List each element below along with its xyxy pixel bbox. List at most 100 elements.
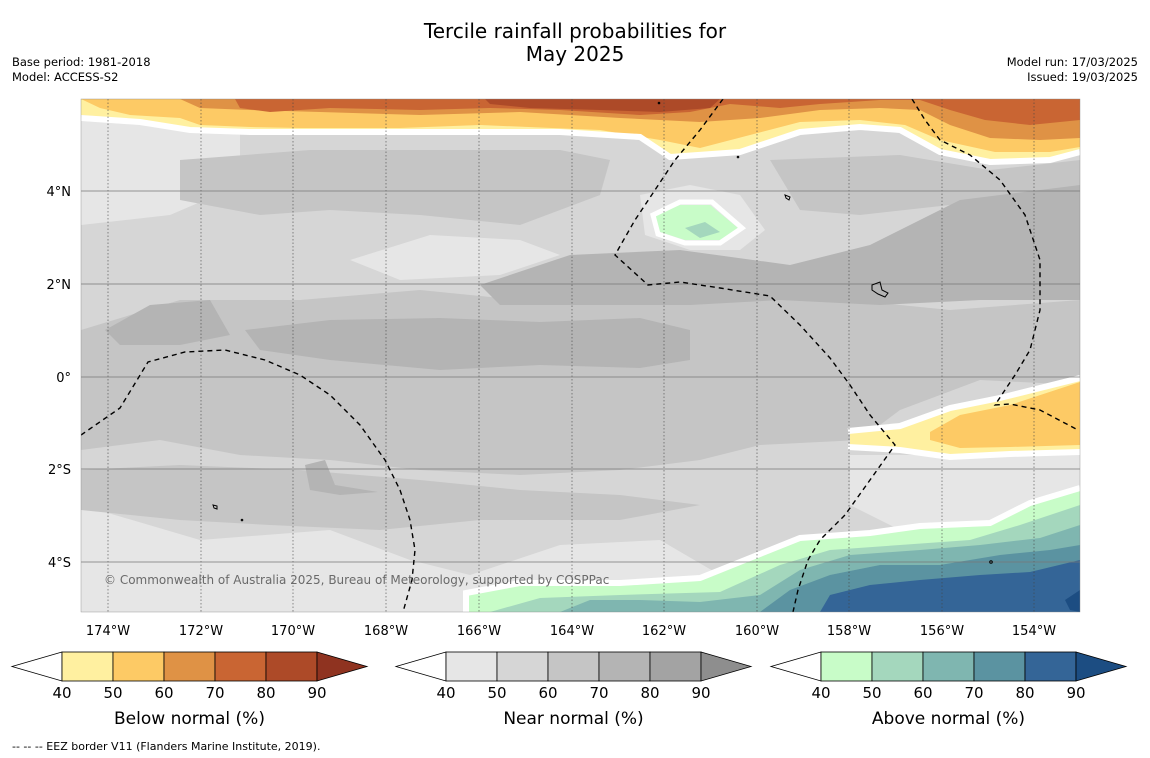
below-normal-80-north	[485, 99, 720, 112]
eez-borders	[81, 99, 1079, 612]
below-normal-legend-label: Below normal (%)	[114, 709, 265, 729]
colorbar-upper-extension	[1075, 651, 1128, 682]
lat-label: 2°S	[48, 463, 71, 478]
lat-label: 4°N	[47, 185, 72, 200]
forty-percent-boundary-east	[847, 375, 1080, 461]
colorbar-tick-label: 60	[538, 684, 557, 702]
colorbar-segment	[214, 651, 267, 682]
plot-frame	[80, 98, 1081, 613]
colorbar-lower-extension	[10, 651, 63, 682]
colorbar-segment	[112, 651, 165, 682]
island-east	[871, 281, 889, 298]
eez-footnote: -- -- -- EEZ border V11 (Flanders Marine…	[12, 740, 321, 753]
colorbar-tick-label: 60	[913, 684, 932, 702]
island-north	[784, 194, 791, 201]
colorbar-segment	[649, 651, 702, 682]
title-line-1: Tercile rainfall probabilities for	[423, 19, 727, 43]
near-normal-60-south-west	[81, 465, 700, 530]
colorbar-segment	[496, 651, 549, 682]
colorbar-upper-extension	[700, 651, 753, 682]
colorbar-segment	[163, 651, 216, 682]
model-run-label: Model run: 17/03/2025	[1006, 55, 1138, 69]
colorbar-segment	[61, 651, 114, 682]
colorbar-tick-label: 70	[964, 684, 983, 702]
colorbar-segment	[820, 651, 873, 682]
above-normal-90-south	[1065, 590, 1080, 612]
colorbar-segment	[871, 651, 924, 682]
below-normal-50-east	[930, 382, 1080, 448]
lon-label: 154°W	[1012, 624, 1056, 639]
lon-label: 162°W	[642, 624, 686, 639]
lat-label: 0°	[56, 371, 71, 386]
lon-label: 166°W	[457, 624, 501, 639]
eez-border-central	[614, 99, 896, 612]
near-normal-70-central-band	[245, 318, 690, 370]
probability-field	[81, 99, 1080, 612]
lat-label: 2°N	[47, 278, 72, 293]
colorbar-tick-label: 70	[589, 684, 608, 702]
below-normal-70-north	[235, 99, 1080, 125]
gridlines	[81, 99, 1080, 612]
lon-tick-labels: 174°W 172°W 170°W 168°W 166°W 164°W 162°…	[86, 624, 1056, 639]
lon-label: 160°W	[735, 624, 779, 639]
colorbar-lower-extension	[769, 651, 822, 682]
lon-label: 168°W	[364, 624, 408, 639]
near-normal-60-north	[180, 150, 610, 225]
colorbars: 40 50 60 70 80 90 40 50 60 70 80 90 40 50 60 70 80 90	[10, 651, 1128, 702]
colorbar-segment	[1024, 651, 1077, 682]
above-normal-legend-label: Above normal (%)	[871, 709, 1026, 729]
colorbar-segment	[265, 651, 318, 682]
colorbar-tick-label: 80	[1015, 684, 1034, 702]
colorbar-tick-label: 90	[307, 684, 326, 702]
issued-label: Issued: 19/03/2025	[1027, 70, 1138, 84]
island-speck-1	[240, 518, 244, 522]
colorbar-segment	[598, 651, 651, 682]
lon-label: 158°W	[827, 624, 871, 639]
colorbar-segment	[922, 651, 975, 682]
colorbar-tick-label: 60	[154, 684, 173, 702]
colorbar-tick-label: 80	[256, 684, 275, 702]
colorbar-tick-label: 40	[52, 684, 71, 702]
base-period-label: Base period: 1981-2018	[12, 55, 151, 69]
copyright-text: © Commonwealth of Australia 2025, Bureau…	[104, 573, 609, 587]
colorbar-upper-extension	[316, 651, 369, 682]
near-normal-70-east-band	[480, 185, 1080, 305]
lon-label: 170°W	[271, 624, 315, 639]
colorbar-tick-label: 40	[811, 684, 830, 702]
island-speck-4	[989, 560, 993, 564]
islands	[212, 101, 993, 564]
lon-label: 164°W	[550, 624, 594, 639]
near-normal-40-central	[350, 235, 560, 280]
colorbar-segment	[445, 651, 498, 682]
lat-tick-labels: 4°N 2°N 0° 2°S 4°S	[47, 185, 72, 571]
colorbar-tick-label: 40	[436, 684, 455, 702]
model-label: Model: ACCESS-S2	[12, 70, 119, 84]
above-normal-80-south	[820, 560, 1080, 612]
below-normal-colorbar: 40 50 60 70 80 90	[10, 651, 369, 702]
colorbar-lower-extension	[394, 651, 447, 682]
lon-label: 174°W	[86, 624, 130, 639]
near-normal-colorbar: 40 50 60 70 80 90	[394, 651, 753, 702]
above-normal-colorbar: 40 50 60 70 80 90	[769, 651, 1128, 702]
forty-percent-boundary-south	[463, 485, 1080, 612]
eez-border-east	[911, 99, 1079, 431]
lon-label: 172°W	[179, 624, 223, 639]
island-south-west	[212, 504, 218, 510]
colorbar-tick-label: 90	[691, 684, 710, 702]
forty-percent-boundary-north	[81, 115, 1080, 166]
colorbar-tick-label: 80	[640, 684, 659, 702]
lon-label: 156°W	[920, 624, 964, 639]
title-line-2: May 2025	[525, 42, 625, 66]
colorbar-segment	[973, 651, 1026, 682]
forty-percent-boundary-island	[650, 199, 747, 246]
colorbar-tick-label: 70	[205, 684, 224, 702]
colorbar-tick-label: 50	[862, 684, 881, 702]
island-speck-3	[736, 155, 740, 159]
colorbar-segment	[547, 651, 600, 682]
colorbar-tick-label: 50	[103, 684, 122, 702]
lat-label: 4°S	[48, 556, 71, 571]
near-normal-70-west-blob	[105, 300, 230, 345]
colorbar-tick-label: 50	[487, 684, 506, 702]
above-normal-50-island	[685, 222, 720, 238]
